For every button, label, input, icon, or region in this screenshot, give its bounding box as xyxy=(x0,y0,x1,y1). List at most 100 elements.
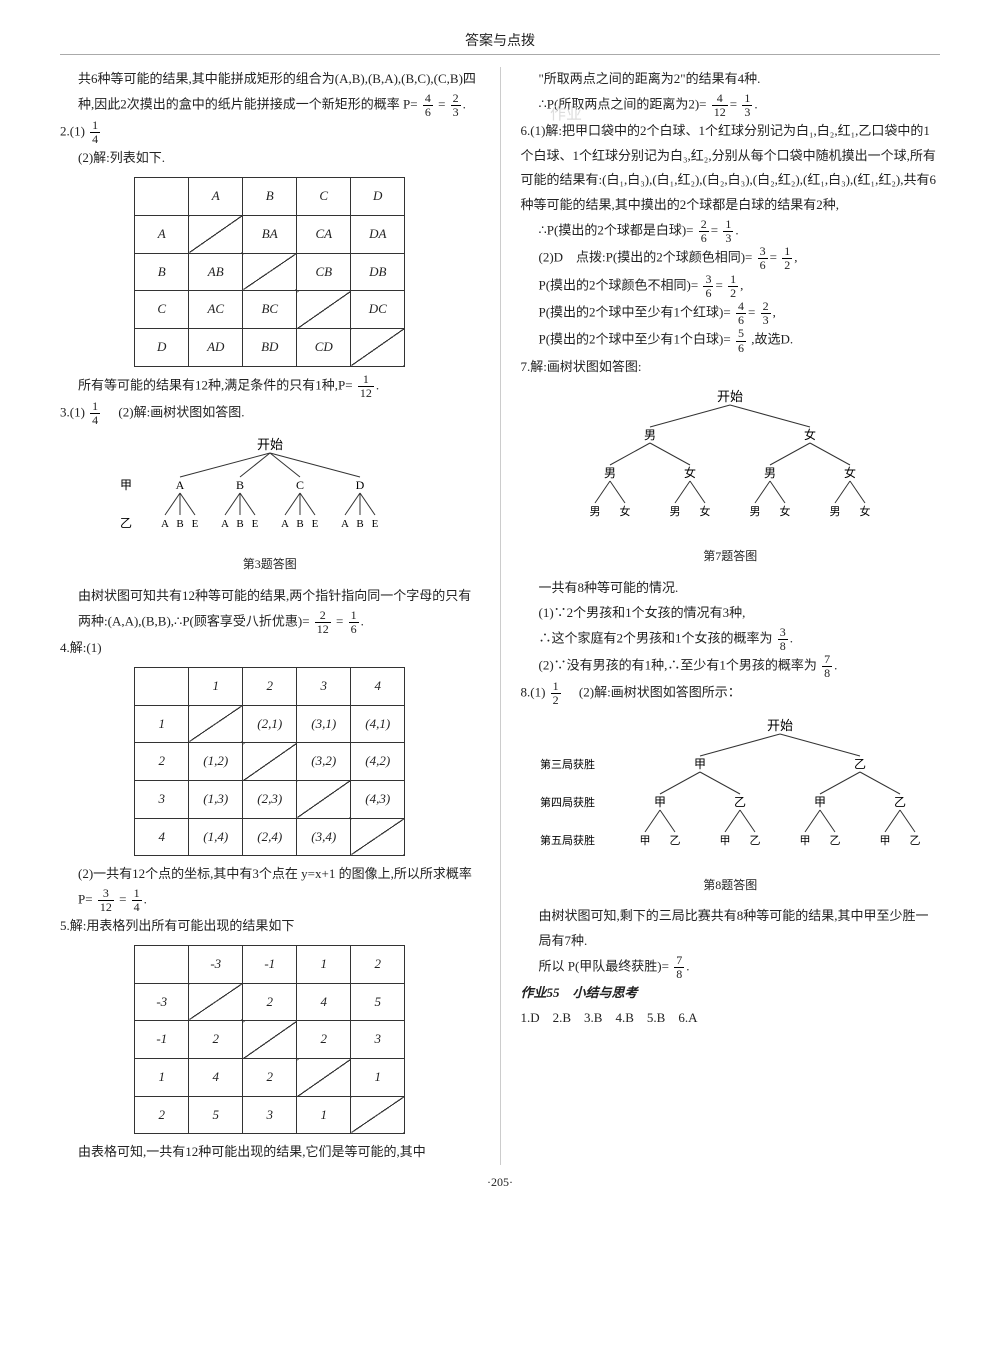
page-number: ·205· xyxy=(60,1175,940,1190)
svg-text:第五局获胜: 第五局获胜 xyxy=(540,833,595,847)
svg-text:女: 女 xyxy=(684,465,696,480)
svg-text:女: 女 xyxy=(700,504,711,518)
q1-text: 共6种等可能的结果,其中能拼成矩形的组合为(A,B),(B,A),(B,C),(… xyxy=(60,67,480,119)
svg-text:A: A xyxy=(161,518,169,530)
svg-text:甲: 甲 xyxy=(120,478,132,492)
r6-2: (2)D 点拨:P(摸出的2个球颜色相同)= 36= 12, xyxy=(521,245,941,272)
frac: 23 xyxy=(451,92,461,119)
r8-2: 由树状图可知,剩下的三局比赛共有8种等可能的结果,其中甲至少胜一局有7种. xyxy=(521,904,941,953)
svg-text:甲: 甲 xyxy=(880,835,891,847)
tree8-caption: 第8题答图 xyxy=(521,874,941,897)
svg-text:B: B xyxy=(236,478,244,492)
q3: 3.(1) 14 (2)解:画树状图如答图. xyxy=(60,400,480,427)
svg-text:女: 女 xyxy=(804,427,816,442)
frac: 12 xyxy=(728,273,738,300)
frac: 12 xyxy=(782,245,792,272)
text: P(摸出的2个球中至少有1个红球)= xyxy=(539,305,731,320)
q3-1-label: 3.(1) xyxy=(60,405,85,420)
table-q5: -3-112 -3245 -1223 1421 2531 xyxy=(134,945,405,1134)
r8-1: 8.(1) 12 (2)解:画树状图如答图所示： xyxy=(521,680,941,707)
tree-level2: 乙 ABE ABE ABE ABE xyxy=(120,493,379,530)
text: 8.(1) xyxy=(521,685,546,700)
r7-4: ∴这个家庭有2个男孩和1个女孩的概率为 38. xyxy=(521,626,941,653)
svg-text:男: 男 xyxy=(670,506,681,518)
q2-1-label: 2.(1) xyxy=(60,124,85,139)
svg-text:乙: 乙 xyxy=(750,834,761,847)
text: (2)解:画树状图如答图所示： xyxy=(566,685,741,700)
svg-text:女: 女 xyxy=(620,504,631,518)
r6-3: P(摸出的2个球颜色不相同)= 36= 12, xyxy=(521,273,941,300)
frac: 78 xyxy=(822,653,832,680)
q2-after: 所有等可能的结果有12种,满足条件的只有1种,P= 112. xyxy=(60,373,480,400)
svg-text:乙: 乙 xyxy=(670,834,681,847)
q3-2: (2)解:画树状图如答图. xyxy=(105,405,244,420)
right-column: "所取两点之间的距离为2"的结果有4种. ∴P(所取两点之间的距离为2)= 41… xyxy=(521,67,941,1165)
table-q2: A B C D ABACADA BABCBDB CACBCDC DADBDCD xyxy=(134,177,405,366)
tree-q3: 开始 甲 A B C D 乙 ABE ABE ABE ABE xyxy=(100,435,440,545)
frac: 412 xyxy=(712,92,728,119)
svg-text:女: 女 xyxy=(860,504,871,518)
svg-text:乙: 乙 xyxy=(120,516,132,530)
r7-5: (2)∵没有男孩的有1种,∴至少有1个男孩的概率为 78. xyxy=(521,653,941,680)
q2-2: (2)解:列表如下. xyxy=(60,146,480,171)
hw55-answers: 1.D 2.B 3.B 4.B 5.B 6.A xyxy=(521,1006,941,1031)
column-divider xyxy=(500,67,501,1165)
q3-after: 由树状图可知共有12种等可能的结果,两个指针指向同一个字母的只有两种:(A,A)… xyxy=(60,584,480,636)
table-q4: 1234 1(2,1)(3,1)(4,1) 2(1,2)(3,2)(4,2) 3… xyxy=(134,667,405,856)
frac: 312 xyxy=(98,887,114,914)
svg-text:E: E xyxy=(251,518,258,530)
q2-1: 2.(1) 14 xyxy=(60,119,480,146)
table-row: A B C D xyxy=(135,178,405,216)
svg-text:E: E xyxy=(191,518,198,530)
svg-text:男: 男 xyxy=(750,506,761,518)
tree7-caption: 第7题答图 xyxy=(521,545,941,568)
frac: 46 xyxy=(736,300,746,327)
frac: 78 xyxy=(674,954,684,981)
text: ∴P(所取两点之间的距离为2)= xyxy=(539,96,707,111)
frac: 23 xyxy=(761,300,771,327)
svg-text:甲: 甲 xyxy=(694,757,706,771)
table-row: BABCBDB xyxy=(135,253,405,291)
text: 由树状图可知共有12种等可能的结果,两个指针指向同一个字母的只有两种:(A,A)… xyxy=(78,588,471,628)
svg-text:E: E xyxy=(371,518,378,530)
r6-5: P(摸出的2个球中至少有1个白球)= 56 ,故选D. xyxy=(521,327,941,354)
frac: 36 xyxy=(703,273,713,300)
q5-1: 5.解:用表格列出所有可能出现的结果如下 xyxy=(60,914,480,939)
frac: 46 xyxy=(423,92,433,119)
frac: 36 xyxy=(758,245,768,272)
frac: 14 xyxy=(132,887,142,914)
svg-text:乙: 乙 xyxy=(830,834,841,847)
content-columns: 共6种等可能的结果,其中能拼成矩形的组合为(A,B),(B,A),(B,C),(… xyxy=(60,67,940,1165)
svg-text:男: 男 xyxy=(590,506,601,518)
svg-text:乙: 乙 xyxy=(854,757,866,771)
r6-4: P(摸出的2个球中至少有1个红球)= 46= 23, xyxy=(521,300,941,327)
frac: 12 xyxy=(551,680,561,707)
svg-text:甲: 甲 xyxy=(654,795,666,809)
svg-text:男: 男 xyxy=(604,466,616,480)
svg-text:开始: 开始 xyxy=(767,718,793,733)
svg-text:B: B xyxy=(176,518,183,530)
frac: 13 xyxy=(742,92,752,119)
frac: 13 xyxy=(723,218,733,245)
svg-text:A: A xyxy=(175,478,184,492)
r6-1b: ∴P(摸出的2个球都是白球)= 26= 13. xyxy=(521,218,941,245)
tree-q8: 开始 第三局获胜 甲乙 第四局获胜 甲乙甲乙 第五局获胜 甲乙甲乙甲乙甲乙 xyxy=(530,716,930,866)
svg-text:甲: 甲 xyxy=(720,835,731,847)
r0b: ∴P(所取两点之间的距离为2)= 412= 13. xyxy=(521,92,941,119)
svg-text:乙: 乙 xyxy=(894,795,906,809)
frac: 26 xyxy=(699,218,709,245)
q4-1: 4.解:(1) xyxy=(60,636,480,661)
svg-text:女: 女 xyxy=(844,465,856,480)
text: ∴P(摸出的2个球都是白球)= xyxy=(539,222,694,237)
text: ∴这个家庭有2个男孩和1个女孩的概率为 xyxy=(539,630,773,645)
text: 所以 P(甲队最终获胜)= xyxy=(539,959,669,974)
svg-text:第三局获胜: 第三局获胜 xyxy=(540,757,595,771)
svg-text:甲: 甲 xyxy=(800,835,811,847)
svg-text:D: D xyxy=(355,478,364,492)
svg-text:B: B xyxy=(236,518,243,530)
left-column: 共6种等可能的结果,其中能拼成矩形的组合为(A,B),(B,A),(B,C),(… xyxy=(60,67,480,1165)
svg-text:甲: 甲 xyxy=(814,795,826,809)
svg-text:B: B xyxy=(296,518,303,530)
r7-1: 7.解:画树状图如答图: xyxy=(521,355,941,380)
table-row: DADBDCD xyxy=(135,328,405,366)
